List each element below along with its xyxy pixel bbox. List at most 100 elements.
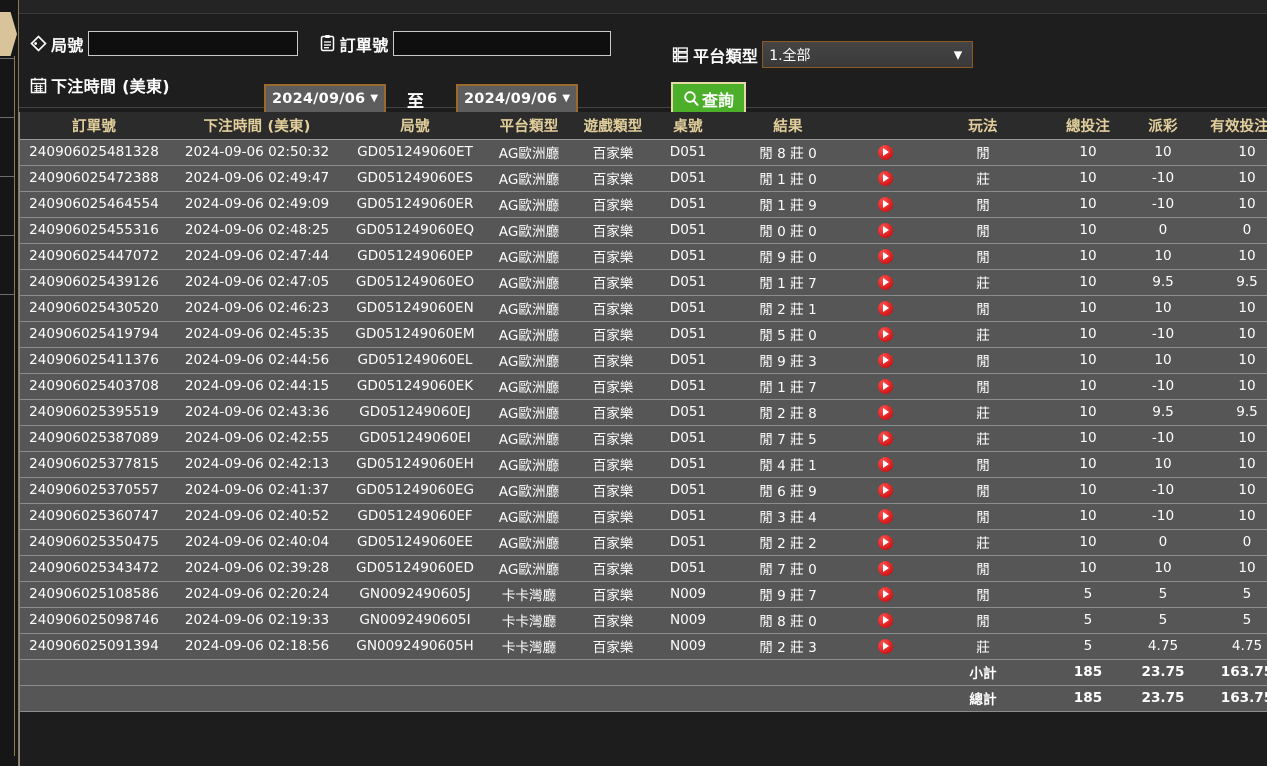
play-icon[interactable] [877, 300, 893, 316]
cell-replay [852, 347, 918, 374]
cell-order: 240906025395519 [20, 399, 168, 426]
cell-game: 百家樂 [574, 139, 652, 166]
date-to-picker[interactable]: 2024/09/06 ▼ [456, 84, 579, 114]
col-header-platform[interactable]: 平台類型 [484, 112, 574, 140]
cell-total: 5 [1048, 581, 1128, 608]
play-icon[interactable] [877, 222, 893, 238]
table-row[interactable]: 240906025350475 2024-09-06 02:40:04 GD0512… [20, 529, 1267, 556]
play-icon[interactable] [877, 144, 893, 160]
play-icon[interactable] [877, 274, 893, 290]
cell-order: 240906025439126 [20, 269, 168, 296]
cell-bettype: 閒 [918, 477, 1048, 504]
cell-game: 百家樂 [574, 477, 652, 504]
table-row[interactable]: 240906025395519 2024-09-06 02:43:36 GD0512… [20, 399, 1267, 426]
col-header-game[interactable]: 遊戲類型 [574, 112, 652, 140]
cell-round: GD051249060EK [346, 373, 484, 400]
round-input[interactable] [87, 31, 298, 56]
table-row[interactable]: 240906025360747 2024-09-06 02:40:52 GD0512… [20, 503, 1267, 530]
cell-valid: 10 [1198, 165, 1267, 192]
table-row[interactable]: 240906025447072 2024-09-06 02:47:44 GD0512… [20, 243, 1267, 270]
table-row[interactable]: 240906025430520 2024-09-06 02:46:23 GD0512… [20, 295, 1267, 322]
play-icon[interactable] [877, 508, 893, 524]
play-icon[interactable] [877, 560, 893, 576]
chevron-down-icon: ▼ [562, 93, 571, 104]
cell-replay [852, 321, 918, 348]
play-icon[interactable] [877, 482, 893, 498]
table-row[interactable]: 240906025455316 2024-09-06 02:48:25 GD0512… [20, 217, 1267, 244]
cell-round: GD051249060EM [346, 321, 484, 348]
play-icon[interactable] [877, 378, 893, 394]
cell-order: 240906025360747 [20, 503, 168, 530]
table-row[interactable]: 240906025108586 2024-09-06 02:20:24 GN0092… [20, 581, 1267, 608]
col-header-valid[interactable]: 有效投注額 [1198, 112, 1267, 140]
table-row[interactable]: 240906025091394 2024-09-06 02:18:56 GN0092… [20, 633, 1267, 660]
col-header-bettype[interactable]: 玩法 [918, 112, 1048, 140]
table-row[interactable]: 240906025472388 2024-09-06 02:49:47 GD0512… [20, 165, 1267, 192]
summary-blank-cell [724, 659, 852, 686]
rail-expand-tab[interactable] [0, 12, 17, 56]
cell-platform: AG歐洲廳 [484, 191, 574, 218]
table-row[interactable]: 240906025464554 2024-09-06 02:49:09 GD0512… [20, 191, 1267, 218]
col-header-payout[interactable]: 派彩 [1128, 112, 1198, 140]
cell-result: 閒 2 莊 3 [724, 633, 852, 660]
cell-total: 10 [1048, 451, 1128, 478]
play-icon[interactable] [877, 404, 893, 420]
table-row[interactable]: 240906025343472 2024-09-06 02:39:28 GD0512… [20, 555, 1267, 582]
table-row[interactable]: 240906025377815 2024-09-06 02:42:13 GD0512… [20, 451, 1267, 478]
col-header-total[interactable]: 總投注 [1048, 112, 1128, 140]
summary-payout: 23.75 [1128, 659, 1198, 686]
query-button[interactable]: 查詢 [671, 82, 747, 115]
table-row[interactable]: 240906025098746 2024-09-06 02:19:33 GN0092… [20, 607, 1267, 634]
table-row[interactable]: 240906025370557 2024-09-06 02:41:37 GD0512… [20, 477, 1267, 504]
table-row[interactable]: 240906025411376 2024-09-06 02:44:56 GD0512… [20, 347, 1267, 374]
table-header-row: 訂單號 下注時間 (美東) 局號 平台類型 遊戲類型 桌號 結果 玩法 總投注 … [20, 112, 1267, 140]
cell-valid: 10 [1198, 139, 1267, 166]
table-row[interactable]: 240906025481328 2024-09-06 02:50:32 GD0512… [20, 139, 1267, 166]
play-icon[interactable] [877, 170, 893, 186]
col-header-time[interactable]: 下注時間 (美東) [168, 112, 346, 140]
cell-total: 10 [1048, 555, 1128, 582]
play-icon[interactable] [877, 352, 893, 368]
cell-order: 240906025411376 [20, 347, 168, 374]
play-icon[interactable] [877, 612, 893, 628]
cell-total: 5 [1048, 633, 1128, 660]
cell-replay [852, 451, 918, 478]
col-header-round[interactable]: 局號 [346, 112, 484, 140]
play-icon[interactable] [877, 534, 893, 550]
cell-order: 240906025091394 [20, 633, 168, 660]
col-header-result[interactable]: 結果 [724, 112, 852, 140]
play-icon[interactable] [877, 586, 893, 602]
cell-result: 閒 1 莊 0 [724, 165, 852, 192]
cell-result: 閒 9 莊 7 [724, 581, 852, 608]
play-icon[interactable] [877, 430, 893, 446]
cell-platform: 卡卡灣廳 [484, 581, 574, 608]
cell-round: GN0092490605I [346, 607, 484, 634]
cell-valid: 9.5 [1198, 399, 1267, 426]
table-row[interactable]: 240906025439126 2024-09-06 02:47:05 GD0512… [20, 269, 1267, 296]
play-icon[interactable] [877, 638, 893, 654]
cell-platform: AG歐洲廳 [484, 425, 574, 452]
col-header-order[interactable]: 訂單號 [20, 112, 168, 140]
cell-platform: AG歐洲廳 [484, 373, 574, 400]
cell-tableno: D051 [652, 295, 724, 322]
col-header-tableno[interactable]: 桌號 [652, 112, 724, 140]
table-row[interactable]: 240906025403708 2024-09-06 02:44:15 GD0512… [20, 373, 1267, 400]
cell-replay [852, 477, 918, 504]
cell-payout: 9.5 [1128, 399, 1198, 426]
table-row[interactable]: 240906025419794 2024-09-06 02:45:35 GD0512… [20, 321, 1267, 348]
cell-time: 2024-09-06 02:20:24 [168, 581, 346, 608]
order-input[interactable] [392, 31, 611, 56]
cell-bettype: 莊 [918, 425, 1048, 452]
cell-result: 閒 1 莊 7 [724, 373, 852, 400]
table-row[interactable]: 240906025387089 2024-09-06 02:42:55 GD0512… [20, 425, 1267, 452]
platform-select[interactable]: 1.全部 ▼ [762, 41, 974, 68]
date-from-picker[interactable]: 2024/09/06 ▼ [264, 84, 387, 114]
platform-label: 平台類型 [693, 46, 759, 66]
play-icon[interactable] [877, 196, 893, 212]
cell-bettype: 閒 [918, 607, 1048, 634]
cell-total: 10 [1048, 529, 1128, 556]
play-icon[interactable] [877, 326, 893, 342]
play-icon[interactable] [877, 248, 893, 264]
play-icon[interactable] [877, 456, 893, 472]
cell-bettype: 閒 [918, 555, 1048, 582]
